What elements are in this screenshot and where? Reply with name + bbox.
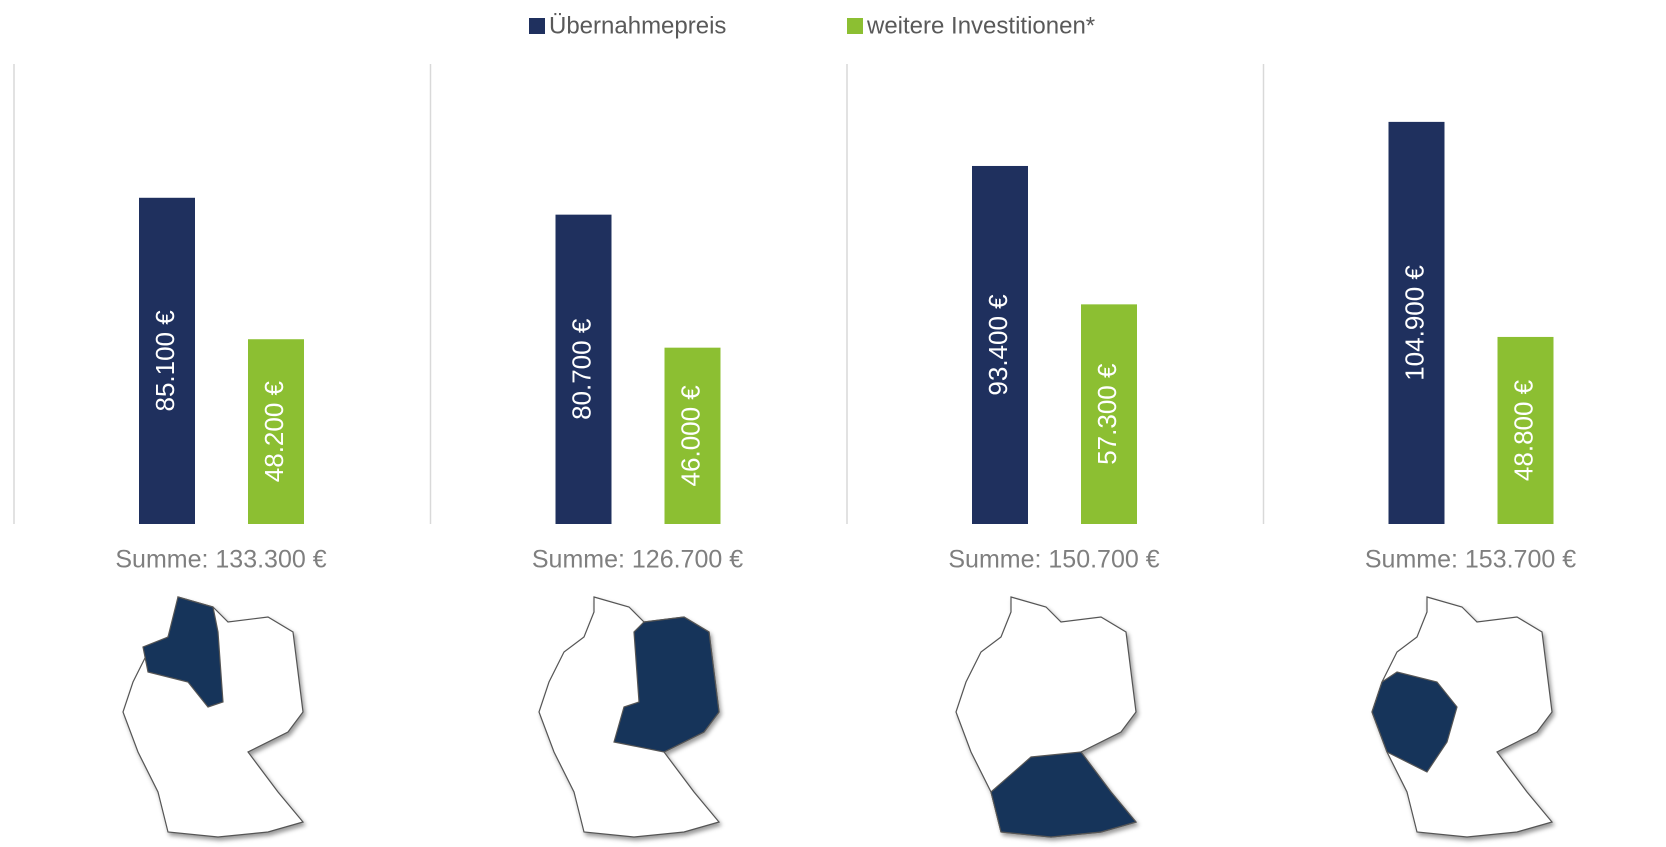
bar xyxy=(972,165,1028,524)
legend-label: weitere Investitionen* xyxy=(866,12,1095,39)
bar xyxy=(139,197,195,525)
bar xyxy=(1497,336,1554,524)
bar xyxy=(664,347,721,524)
sum-label: Summe: 153.700 € xyxy=(1365,546,1576,574)
map xyxy=(538,596,720,838)
value-label: 57.300 € xyxy=(1092,363,1122,465)
legend-swatch xyxy=(847,18,863,34)
legend-label: Übernahmepreis xyxy=(549,12,726,39)
value-label: 93.400 € xyxy=(983,294,1013,396)
map xyxy=(1371,596,1553,838)
map xyxy=(955,596,1138,838)
value-label: 46.000 € xyxy=(675,385,705,487)
sum-label: Summe: 133.300 € xyxy=(115,546,326,574)
sum-label: Summe: 126.700 € xyxy=(532,546,743,574)
map xyxy=(122,596,304,838)
value-label: 80.700 € xyxy=(566,318,596,420)
value-label: 48.800 € xyxy=(1508,379,1538,481)
bar xyxy=(555,214,612,524)
legend-swatch xyxy=(529,18,545,34)
maps xyxy=(122,596,1553,838)
bar xyxy=(248,339,304,524)
bar xyxy=(1388,121,1445,524)
value-label: 85.100 € xyxy=(150,310,180,412)
sum-label: Summe: 150.700 € xyxy=(948,546,1159,574)
bar xyxy=(1081,304,1137,524)
value-label: 48.200 € xyxy=(259,380,289,482)
value-label: 104.900 € xyxy=(1399,265,1429,381)
